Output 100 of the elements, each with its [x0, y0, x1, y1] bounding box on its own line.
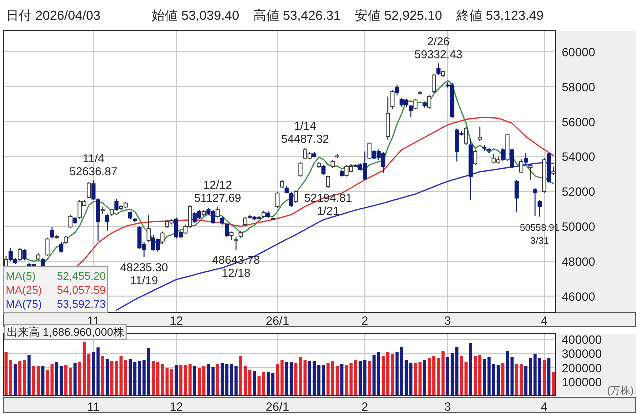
bar — [469, 343, 472, 396]
candlestick — [524, 152, 528, 166]
bar — [542, 360, 546, 396]
x-tick-label: 12 — [170, 314, 184, 328]
candlestick — [294, 190, 298, 204]
candlestick — [225, 223, 230, 238]
bar — [423, 360, 426, 396]
bar — [428, 358, 432, 396]
x-tick-label: 4 — [541, 400, 548, 414]
bar — [60, 366, 64, 396]
y-tick-label: 54000 — [562, 150, 596, 164]
candlestick — [197, 209, 202, 220]
bar — [42, 366, 45, 396]
y-tick-label: 60000 — [562, 45, 596, 60]
bar — [548, 358, 551, 396]
text: MA(75) 53,592.73 — [6, 299, 106, 311]
candlestick — [519, 158, 524, 174]
y-tick-label: 48000 — [562, 254, 596, 269]
bar — [74, 363, 77, 396]
candlestick — [414, 98, 418, 110]
bar — [193, 366, 196, 396]
bar — [520, 364, 524, 396]
candlestick — [395, 84, 400, 96]
bar — [552, 372, 556, 396]
candlestick — [216, 206, 220, 218]
candlestick — [510, 148, 514, 169]
candlestick — [432, 74, 436, 94]
bar — [340, 364, 344, 396]
y-tick-label: 58000 — [562, 80, 596, 94]
candlestick — [326, 175, 330, 189]
candlestick — [427, 95, 432, 110]
y-tick-label: 300000 — [562, 347, 602, 362]
candlestick — [276, 192, 280, 209]
x-tick-label: 26/1 — [266, 400, 290, 414]
bar — [474, 356, 478, 396]
candlestick — [381, 152, 386, 174]
bar — [368, 361, 372, 396]
candlestick — [409, 104, 414, 118]
bar — [216, 364, 220, 396]
bar — [290, 362, 294, 396]
bar — [312, 361, 316, 396]
text: MA(25) 54,057.59 — [6, 285, 106, 297]
text: 日付 2026/04/03 — [6, 8, 101, 23]
y-tick-label: 200000 — [562, 361, 602, 376]
bar — [266, 372, 270, 396]
candlestick — [289, 192, 294, 208]
x-tick-label: 26/1 — [266, 314, 290, 328]
candlestick — [151, 234, 156, 252]
candlestick — [322, 164, 326, 176]
candlestick — [478, 126, 482, 142]
candlestick — [533, 188, 538, 217]
candlestick — [501, 147, 506, 162]
candlestick — [436, 63, 441, 76]
bar — [382, 356, 386, 396]
annotation: 2/26 59332.43 — [414, 36, 463, 62]
y-tick-label: 400000 — [562, 333, 602, 348]
text: 終値 53,123.49 — [455, 8, 544, 23]
bar — [128, 359, 132, 396]
bar — [174, 365, 178, 396]
candlestick — [514, 180, 519, 214]
bar — [152, 361, 156, 396]
text: 安値 52,925.10 — [354, 8, 442, 23]
annotation: 48235.30 11/19 — [120, 262, 168, 288]
bar — [14, 364, 18, 396]
candlestick — [528, 164, 533, 181]
candlestick — [46, 237, 50, 257]
bar — [36, 366, 40, 396]
annotation: 1/14 54487.32 — [281, 121, 330, 146]
y-tick-label: 50000 — [562, 220, 596, 234]
candlestick — [22, 248, 27, 262]
text: MA(5) 52,455.20 — [6, 271, 106, 283]
y-axis-title: (万株) — [607, 385, 634, 397]
bar — [253, 371, 256, 396]
candlestick — [50, 226, 54, 240]
candlestick — [234, 236, 238, 251]
bar — [220, 363, 224, 396]
x-tick-label: 2 — [362, 400, 369, 414]
candlestick — [298, 161, 303, 178]
y-tick-label: 46000 — [562, 290, 596, 304]
candlestick — [386, 96, 390, 141]
x-tick-label: 12 — [170, 400, 184, 414]
bar — [82, 342, 86, 396]
candlestick — [96, 198, 100, 242]
candlestick — [243, 216, 248, 228]
annotation: 11/4 52636.87 — [70, 154, 118, 179]
candlestick — [105, 214, 110, 232]
candlestick — [390, 90, 395, 110]
y-tick-label: 52000 — [562, 185, 596, 200]
x-tick-label: 11 — [87, 400, 100, 414]
bar — [106, 359, 110, 396]
y-tick-label: 100000 — [562, 375, 602, 390]
bar — [496, 365, 500, 396]
y-tick-label: 56000 — [562, 115, 596, 130]
bar — [28, 355, 31, 396]
candlestick — [87, 182, 92, 200]
text: 高値 53,426.31 — [253, 8, 341, 23]
candlestick — [146, 214, 151, 243]
bar — [502, 363, 505, 396]
text: 始値 53,039.40 — [152, 8, 240, 23]
candlestick — [92, 180, 96, 201]
